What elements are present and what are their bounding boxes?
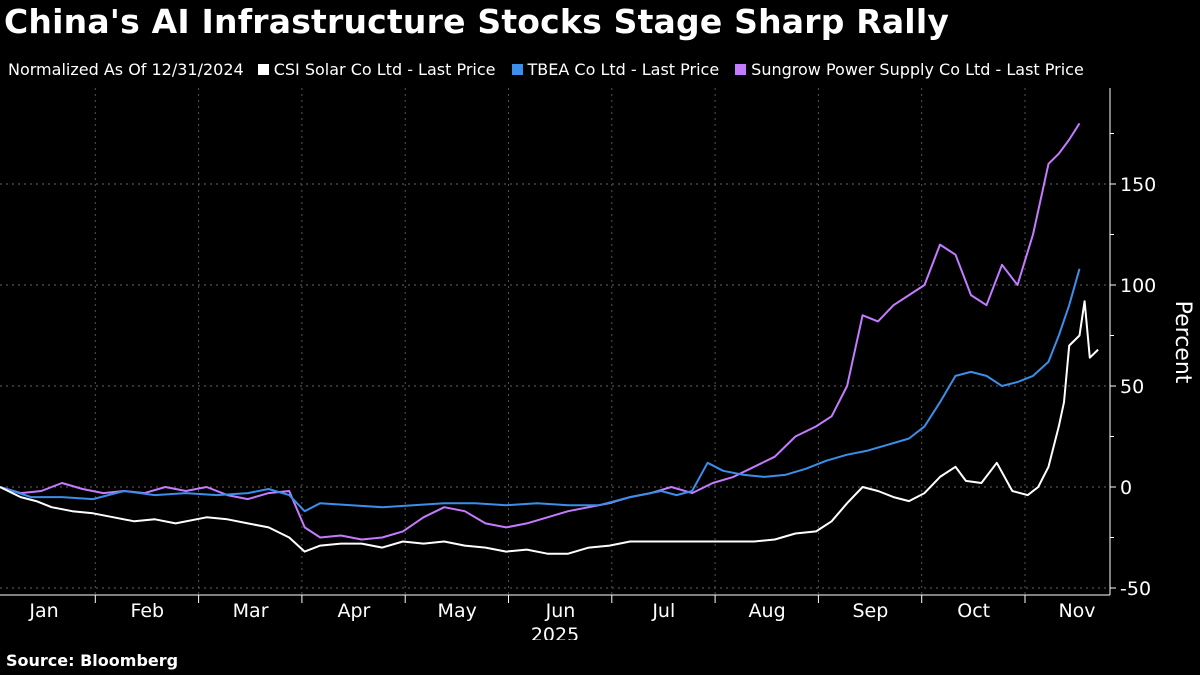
legend-swatch-tbea [511,64,523,75]
line-chart: -50 0 50 100 150 Jan Feb Mar Apr May Jun Jul Aug Sep O… [0,88,1195,640]
legend-item-csi-solar: CSI Solar Co Ltd - Last Price [257,60,496,79]
x-tick-label: Jul [651,600,675,622]
x-tick-label: May [438,600,477,622]
chart-title: China's AI Infrastructure Stocks Stage S… [4,2,950,41]
y-tick-label: 50 [1120,376,1144,398]
y-axis-title: Percent [1170,301,1195,384]
legend-swatch-csi-solar [257,64,269,75]
legend-item-tbea: TBEA Co Ltd - Last Price [511,60,720,79]
source-note: Source: Bloomberg [6,651,179,670]
x-axis-year-label: 2025 [531,624,579,640]
series-line-tbea [0,268,1081,513]
series-lines [0,122,1099,555]
gridlines [0,88,1110,595]
x-tick-label: Apr [337,600,370,622]
y-tick-label: 100 [1120,275,1156,297]
legend-swatch-sungrow [735,64,747,75]
y-tick-label: 150 [1120,174,1156,196]
legend-label-sungrow: Sungrow Power Supply Co Ltd - Last Price [751,60,1084,79]
x-tick-label: Mar [233,600,269,622]
legend-item-sungrow: Sungrow Power Supply Co Ltd - Last Price [735,60,1084,79]
y-tick-label: -50 [1120,578,1151,600]
x-tick-label: Oct [957,600,990,622]
y-tick-label: 0 [1120,477,1132,499]
x-tick-label: Nov [1058,600,1095,622]
legend: Normalized As Of 12/31/2024 CSI Solar Co… [8,60,1100,79]
x-tick-label: Feb [130,600,164,622]
series-line-csi [0,300,1099,555]
legend-note: Normalized As Of 12/31/2024 [8,60,244,79]
x-tick-label: Jun [545,600,576,622]
legend-label-tbea: TBEA Co Ltd - Last Price [527,60,720,79]
series-line-sungrow [0,122,1081,541]
axes: -50 0 50 100 150 Jan Feb Mar Apr May Jun Jul Aug Sep O… [0,88,1195,640]
legend-label-csi-solar: CSI Solar Co Ltd - Last Price [273,60,496,79]
x-tick-label: Jan [28,600,58,622]
x-tick-label: Sep [852,600,888,622]
x-tick-label: Aug [749,600,786,622]
